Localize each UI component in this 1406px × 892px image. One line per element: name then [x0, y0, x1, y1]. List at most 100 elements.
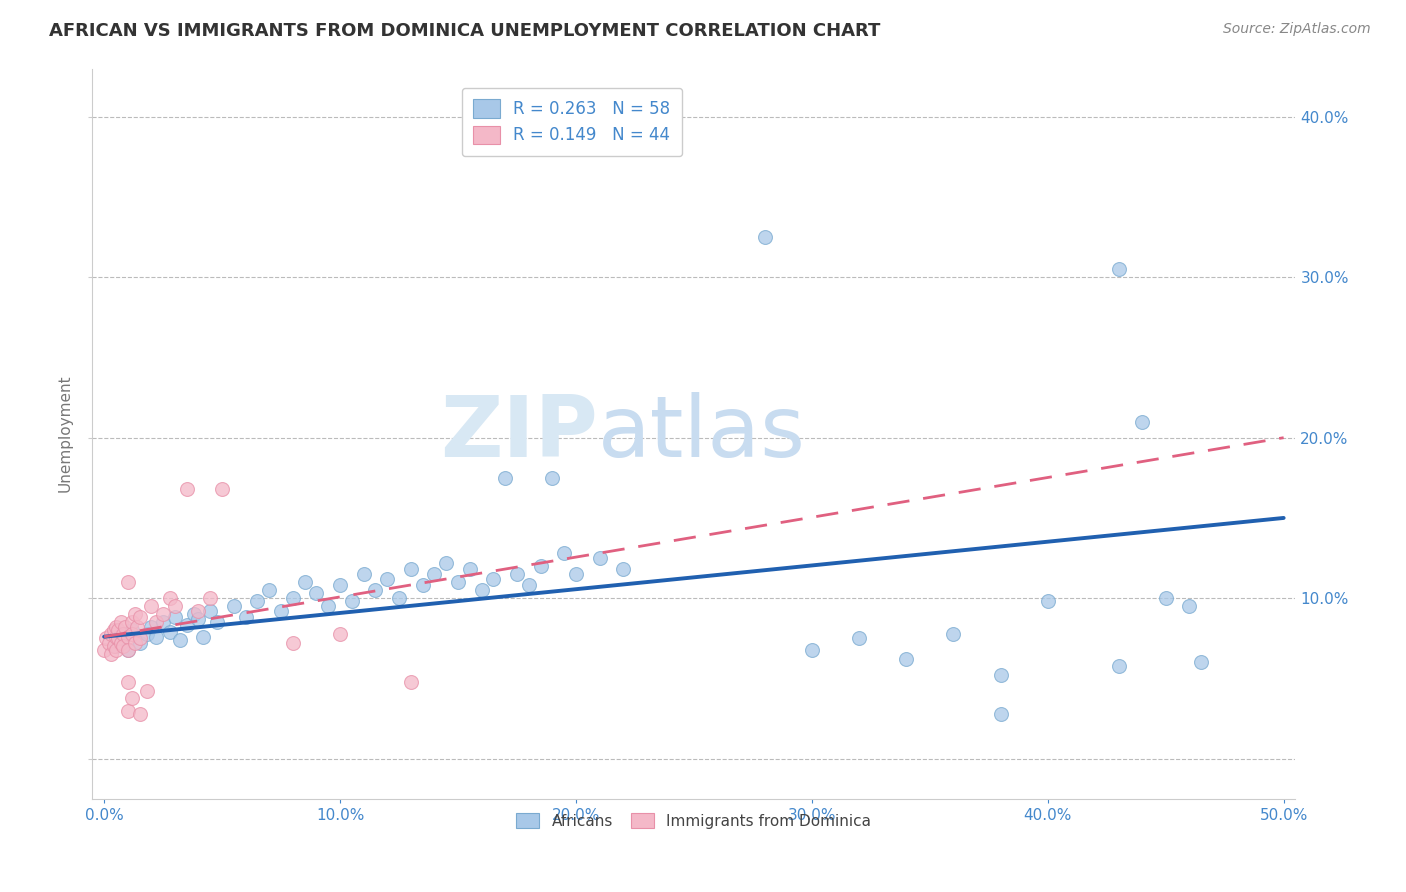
Point: [187, 604, 209, 618]
Point: [117, 575, 139, 590]
Point: [482, 572, 505, 586]
Point: [176, 618, 198, 632]
Point: [329, 578, 352, 592]
Point: [159, 624, 181, 639]
Legend: Africans, Immigrants from Dominica: Africans, Immigrants from Dominica: [510, 807, 877, 835]
Text: ZIP: ZIP: [440, 392, 598, 475]
Point: [412, 578, 434, 592]
Point: [114, 620, 136, 634]
Point: [107, 632, 129, 646]
Point: [1108, 262, 1130, 277]
Point: [117, 642, 139, 657]
Point: [200, 604, 222, 618]
Point: [110, 615, 132, 630]
Y-axis label: Unemployment: Unemployment: [58, 375, 72, 492]
Point: [434, 556, 457, 570]
Point: [104, 630, 127, 644]
Point: [612, 562, 634, 576]
Point: [97, 636, 120, 650]
Text: atlas: atlas: [598, 392, 806, 475]
Point: [121, 615, 143, 630]
Point: [193, 630, 215, 644]
Point: [259, 583, 281, 598]
Point: [111, 626, 134, 640]
Point: [1154, 591, 1177, 606]
Point: [281, 591, 304, 606]
Point: [848, 632, 870, 646]
Point: [1036, 594, 1059, 608]
Point: [104, 640, 127, 654]
Point: [127, 620, 149, 634]
Point: [110, 636, 132, 650]
Point: [235, 610, 257, 624]
Point: [141, 599, 163, 614]
Point: [305, 586, 328, 600]
Point: [117, 674, 139, 689]
Text: AFRICAN VS IMMIGRANTS FROM DOMINICA UNEMPLOYMENT CORRELATION CHART: AFRICAN VS IMMIGRANTS FROM DOMINICA UNEM…: [49, 22, 880, 40]
Point: [353, 567, 375, 582]
Point: [246, 594, 269, 608]
Point: [93, 642, 115, 657]
Text: Source: ZipAtlas.com: Source: ZipAtlas.com: [1223, 22, 1371, 37]
Point: [207, 615, 229, 630]
Point: [169, 632, 191, 647]
Point: [152, 615, 174, 630]
Point: [447, 575, 470, 590]
Point: [145, 615, 167, 630]
Point: [458, 562, 481, 576]
Point: [104, 642, 127, 657]
Point: [200, 591, 222, 606]
Point: [100, 626, 122, 640]
Point: [329, 626, 352, 640]
Point: [176, 482, 198, 496]
Point: [281, 636, 304, 650]
Point: [471, 583, 494, 598]
Point: [128, 706, 150, 721]
Point: [159, 591, 181, 606]
Point: [553, 546, 575, 560]
Point: [1178, 599, 1201, 614]
Point: [800, 642, 823, 657]
Point: [1108, 658, 1130, 673]
Point: [754, 230, 776, 244]
Point: [529, 559, 551, 574]
Point: [388, 591, 411, 606]
Point: [163, 599, 186, 614]
Point: [135, 684, 157, 698]
Point: [399, 562, 422, 576]
Point: [111, 632, 134, 646]
Point: [942, 626, 965, 640]
Point: [96, 632, 118, 646]
Point: [896, 652, 918, 666]
Point: [1189, 656, 1212, 670]
Point: [121, 624, 143, 638]
Point: [103, 624, 125, 638]
Point: [128, 610, 150, 624]
Point: [124, 636, 146, 650]
Point: [990, 706, 1012, 721]
Point: [141, 620, 163, 634]
Point: [517, 578, 540, 592]
Point: [163, 610, 186, 624]
Point: [121, 690, 143, 705]
Point: [588, 551, 610, 566]
Point: [364, 583, 387, 598]
Point: [128, 636, 150, 650]
Point: [152, 607, 174, 622]
Point: [103, 640, 125, 654]
Point: [183, 607, 205, 622]
Point: [316, 599, 339, 614]
Point: [294, 575, 316, 590]
Point: [340, 594, 363, 608]
Point: [100, 648, 122, 662]
Point: [117, 642, 139, 657]
Point: [104, 620, 127, 634]
Point: [494, 471, 516, 485]
Point: [270, 604, 292, 618]
Point: [117, 704, 139, 718]
Point: [222, 599, 245, 614]
Point: [145, 630, 167, 644]
Point: [124, 607, 146, 622]
Point: [1130, 415, 1153, 429]
Point: [990, 668, 1012, 682]
